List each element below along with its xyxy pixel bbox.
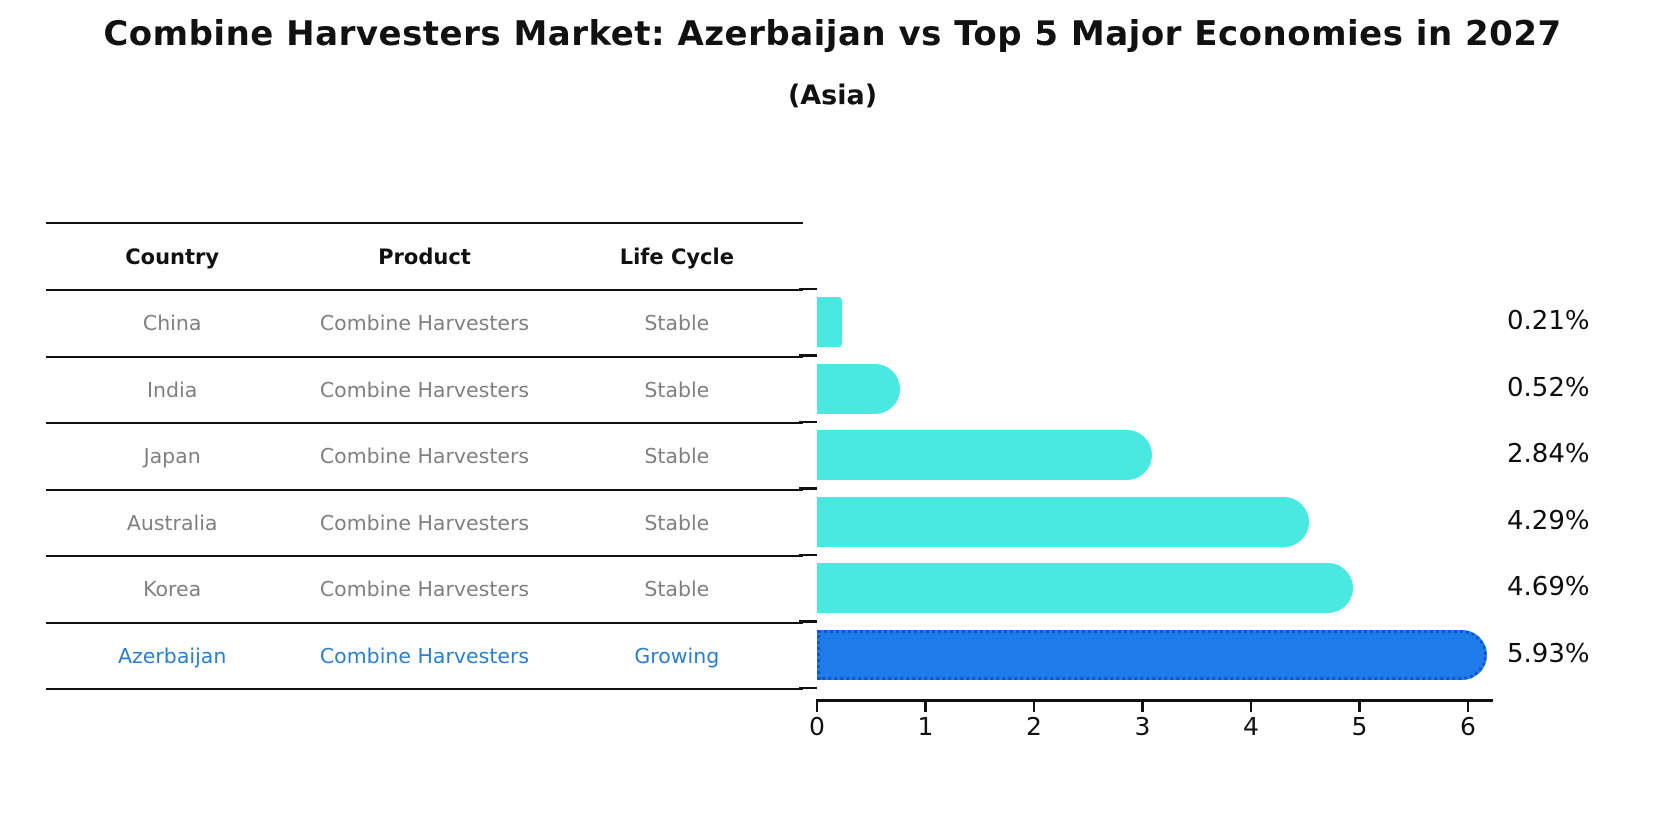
x-axis-tick-label: 2 (1026, 712, 1042, 741)
cell-country: Azerbaijan (117, 643, 227, 668)
x-axis-tick-label: 3 (1134, 712, 1151, 741)
bar-india (817, 363, 900, 414)
value-label: 0.52% (1507, 372, 1590, 403)
cell-lifecycle: Stable (644, 510, 710, 535)
cell-lifecycle: Stable (644, 377, 710, 402)
chart-title: Combine Harvesters Market: Azerbaijan vs… (103, 14, 1562, 54)
col-header-country: Country (125, 244, 220, 269)
cell-product: Combine Harvesters (319, 311, 530, 336)
x-axis-tick (1358, 699, 1361, 712)
value-label: 5.93% (1507, 638, 1590, 669)
y-axis-tick (799, 553, 817, 556)
table-row: China Combine Harvesters Stable (46, 291, 803, 358)
cell-lifecycle: Stable (644, 577, 710, 602)
cell-lifecycle: Growing (634, 643, 720, 668)
value-label: 4.29% (1507, 505, 1590, 536)
cell-product: Combine Harvesters (319, 577, 530, 602)
x-axis-tick (924, 699, 927, 712)
cell-lifecycle: Stable (644, 311, 710, 336)
x-axis-line (817, 699, 1493, 702)
bar-china (817, 297, 842, 348)
cell-country: India (147, 377, 198, 402)
y-axis-tick (799, 354, 817, 357)
bar-azerbaijan (817, 629, 1487, 680)
bar-australia (817, 496, 1309, 547)
x-axis-tick (1249, 699, 1253, 712)
x-axis-tick-label: 4 (1243, 712, 1259, 741)
table-row: Australia Combine Harvesters Stable (46, 491, 803, 557)
y-axis-tick (799, 620, 817, 623)
table-header-row: Country Product Life Cycle (46, 222, 803, 291)
bar-japan (817, 430, 1152, 481)
x-axis-tick-label: 6 (1460, 712, 1476, 741)
cell-product: Combine Harvesters (319, 444, 530, 469)
x-axis-tick (1032, 699, 1036, 712)
value-label: 0.21% (1507, 306, 1590, 337)
country-table: Country Product Life Cycle China Combine… (46, 222, 803, 690)
x-axis-tick-label: 1 (917, 712, 934, 741)
table-row: India Combine Harvesters Stable (46, 358, 803, 424)
col-header-lifecycle: Life Cycle (619, 244, 734, 269)
col-header-product: Product (378, 244, 471, 269)
table-body: China Combine Harvesters Stable India Co… (46, 291, 803, 690)
y-axis-tick (799, 287, 817, 290)
x-axis-tick (815, 699, 819, 712)
x-axis-tick-label: 0 (809, 712, 825, 741)
y-axis-tick (799, 420, 817, 423)
table-row: Azerbaijan Combine Harvesters Growing (46, 624, 803, 690)
y-axis-tick (799, 686, 817, 689)
cell-product: Combine Harvesters (319, 643, 530, 668)
table-row: Korea Combine Harvesters Stable (46, 557, 803, 624)
cell-country: Australia (126, 510, 218, 535)
x-axis-tick (1466, 699, 1470, 712)
value-label: 2.84% (1507, 439, 1590, 470)
cell-country: China (142, 311, 202, 336)
cell-country: Korea (143, 577, 202, 602)
cell-product: Combine Harvesters (319, 377, 530, 402)
bar-korea (817, 563, 1353, 614)
table-row: Japan Combine Harvesters Stable (46, 424, 803, 491)
x-axis-tick (1141, 699, 1144, 712)
cell-product: Combine Harvesters (319, 510, 530, 535)
chart-subtitle: (Asia) (787, 80, 878, 111)
x-axis-tick-label: 5 (1351, 712, 1368, 741)
y-axis-tick (799, 487, 817, 490)
value-label: 4.69% (1507, 572, 1590, 603)
cell-lifecycle: Stable (644, 444, 710, 469)
cell-country: Japan (143, 444, 201, 469)
